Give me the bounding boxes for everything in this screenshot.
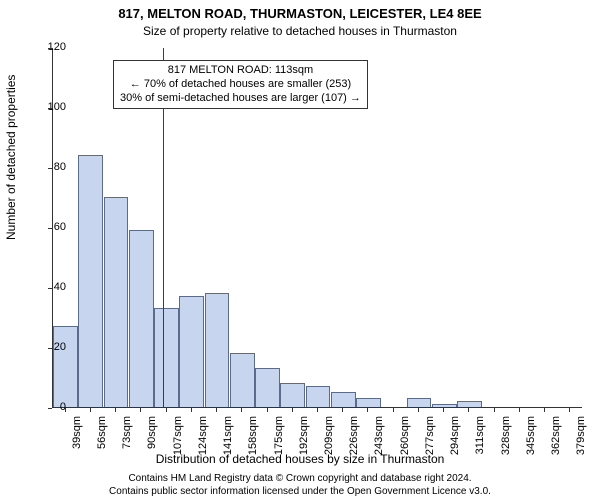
x-tick-mark [115, 408, 116, 412]
x-tick-mark [443, 408, 444, 412]
x-tick-mark [317, 408, 318, 412]
histogram-bar [78, 155, 103, 407]
y-tick-label: 100 [36, 101, 66, 113]
y-tick-mark [48, 168, 52, 169]
y-axis-label: Number of detached properties [4, 75, 18, 240]
x-tick-mark [367, 408, 368, 412]
y-tick-mark [48, 288, 52, 289]
x-tick-mark [241, 408, 242, 412]
histogram-bar [432, 404, 457, 407]
x-tick-mark [216, 408, 217, 412]
histogram-bar [306, 386, 331, 407]
histogram-bar [179, 296, 204, 407]
x-tick-mark [393, 408, 394, 412]
histogram-bar [205, 293, 230, 407]
x-tick-mark [140, 408, 141, 412]
x-tick-mark [191, 408, 192, 412]
attribution-line2: Contains public sector information licen… [109, 486, 491, 497]
histogram-bar [407, 398, 432, 407]
histogram-bar [331, 392, 356, 407]
attribution-text: Contains HM Land Registry data © Crown c… [0, 473, 600, 498]
histogram-bar [230, 353, 255, 407]
y-tick-label: 40 [36, 281, 66, 293]
x-tick-mark [468, 408, 469, 412]
y-tick-label: 20 [36, 341, 66, 353]
histogram-bar [53, 326, 78, 407]
annotation-line2: ← 70% of detached houses are smaller (25… [130, 78, 351, 90]
x-tick-mark [267, 408, 268, 412]
y-tick-mark [48, 108, 52, 109]
histogram-bar [457, 401, 482, 407]
y-tick-mark [48, 348, 52, 349]
x-tick-mark [544, 408, 545, 412]
histogram-bar [255, 368, 280, 407]
annotation-line3: 30% of semi-detached houses are larger (… [120, 92, 361, 104]
x-tick-mark [519, 408, 520, 412]
histogram-bar [280, 383, 305, 407]
y-tick-mark [48, 228, 52, 229]
histogram-bar [104, 197, 129, 407]
x-axis-label: Distribution of detached houses by size … [0, 452, 600, 466]
x-tick-mark [65, 408, 66, 412]
x-tick-mark [342, 408, 343, 412]
histogram-bar [356, 398, 381, 407]
y-tick-label: 80 [36, 161, 66, 173]
y-tick-mark [48, 48, 52, 49]
histogram-bar [129, 230, 154, 407]
x-tick-mark [569, 408, 570, 412]
y-tick-label: 0 [36, 401, 66, 413]
x-tick-mark [166, 408, 167, 412]
chart-title-address: 817, MELTON ROAD, THURMASTON, LEICESTER,… [0, 6, 600, 21]
plot-area: 817 MELTON ROAD: 113sqm ← 70% of detached… [52, 48, 582, 408]
attribution-line1: Contains HM Land Registry data © Crown c… [128, 473, 471, 484]
histogram-bar [154, 308, 179, 407]
annotation-line1: 817 MELTON ROAD: 113sqm [168, 64, 314, 76]
y-tick-mark [48, 408, 52, 409]
y-tick-label: 60 [36, 221, 66, 233]
y-tick-label: 120 [36, 41, 66, 53]
annotation-box: 817 MELTON ROAD: 113sqm ← 70% of detached… [113, 60, 368, 109]
chart-title-description: Size of property relative to detached ho… [0, 24, 600, 38]
x-tick-mark [90, 408, 91, 412]
x-tick-mark [494, 408, 495, 412]
x-tick-mark [292, 408, 293, 412]
x-tick-mark [418, 408, 419, 412]
